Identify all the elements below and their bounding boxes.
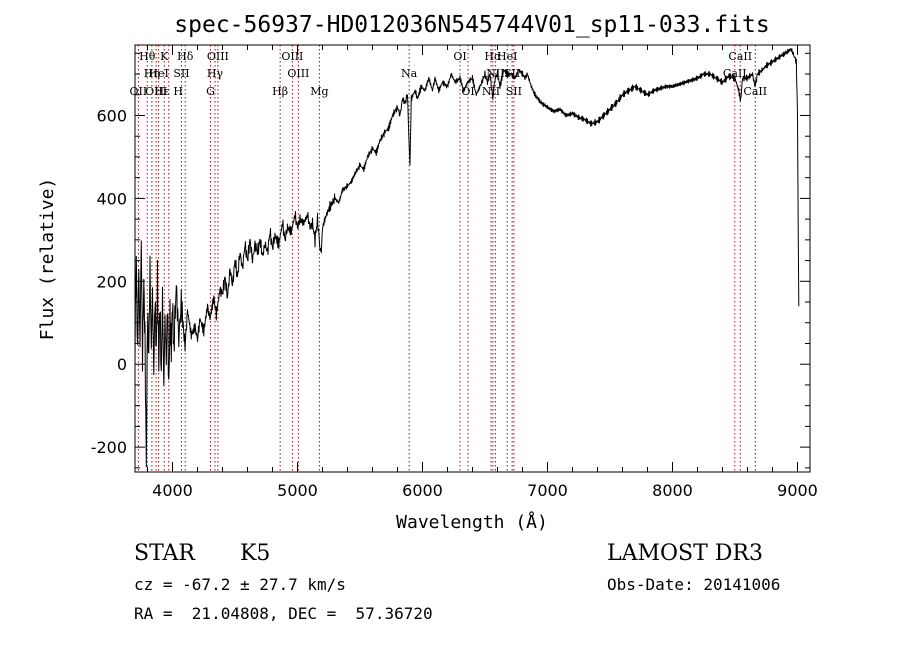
spectral-line-label: Hβ — [272, 85, 288, 98]
spectral-line-label: K — [160, 50, 169, 63]
sky-coordinates: RA = 21.04808, DEC = 57.36720 — [134, 604, 433, 623]
spectral-line-label: Hδ — [177, 50, 194, 63]
spectral-line-label: SII — [173, 67, 189, 80]
spectral-line-label: OIII — [281, 50, 303, 63]
spectral-line-labels: OII Hθ Hη OIII HeI K Hε H SII Hδ G Hγ OIII Hβ OIII OII… — [130, 50, 768, 98]
spectral-line-label: OIII — [207, 50, 229, 63]
spectral-line-label: NII — [482, 85, 500, 98]
spectral-line-label: CaII — [743, 85, 767, 98]
x-tick-label: 5000 — [277, 481, 318, 500]
object-subclass: K5 — [240, 541, 271, 566]
spectral-line-label: Hα — [484, 50, 502, 63]
spectral-line-markers — [137, 45, 756, 472]
y-axis: -200 0 200 400 600 — [91, 52, 810, 469]
spectrum-line — [134, 48, 800, 468]
y-tick-label: 0 — [117, 355, 127, 374]
redshift-cz: cz = -67.2 ± 27.7 km/s — [134, 575, 346, 594]
spectral-line-label: CaII — [728, 50, 752, 63]
spectral-line-label: Hε H — [155, 85, 183, 98]
spectral-line-label: OI — [453, 50, 466, 63]
y-tick-label: -200 — [91, 438, 127, 457]
x-axis: 4000 5000 6000 7000 8000 9000 — [147, 45, 818, 500]
observation-date: Obs-Date: 20141006 — [607, 575, 781, 594]
spectral-line-label: Hη — [144, 67, 160, 80]
y-tick-label: 600 — [96, 106, 127, 125]
y-tick-label: 200 — [96, 272, 127, 291]
x-tick-label: 7000 — [527, 481, 568, 500]
x-tick-label: 9000 — [777, 481, 818, 500]
spectral-line-label: OIII — [287, 67, 309, 80]
spectral-line-label: HeI — [148, 67, 168, 80]
spectral-line-label: NII — [486, 67, 504, 80]
y-axis-label: Flux (relative) — [37, 178, 58, 341]
spectral-line-label: OIII — [145, 85, 167, 98]
spectral-line-label: OII — [130, 85, 148, 98]
x-axis-label: Wavelength (Å) — [396, 511, 548, 533]
spectral-line-label: SII — [506, 85, 522, 98]
spectral-line-label: Na — [401, 67, 418, 80]
x-tick-label: 8000 — [652, 481, 693, 500]
spectral-line-label: G — [206, 85, 215, 98]
survey-name: LAMOST DR3 — [607, 541, 763, 566]
y-tick-label: 400 — [96, 189, 127, 208]
object-type: STAR — [134, 541, 195, 566]
chart-title: spec-56937-HD012036N545744V01_sp11-033.f… — [174, 12, 769, 38]
plot-frame — [134, 44, 811, 473]
spectral-line-label: HeI — [497, 50, 517, 63]
spectrum-series — [134, 48, 800, 468]
spectral-line-label: Hθ — [139, 50, 156, 63]
spectral-line-label: Hγ — [207, 67, 224, 80]
spectral-line-label: Mg — [310, 85, 328, 98]
x-tick-label: 6000 — [402, 481, 443, 500]
x-tick-label: 4000 — [152, 481, 193, 500]
